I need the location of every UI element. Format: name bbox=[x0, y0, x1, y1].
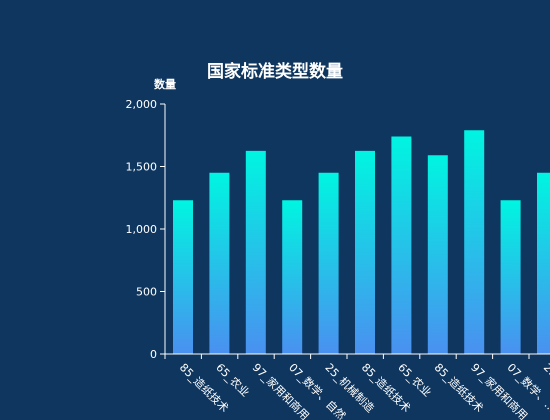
y-tick-label: 1,000 bbox=[126, 223, 158, 236]
bar[interactable] bbox=[427, 155, 448, 354]
bar[interactable] bbox=[537, 172, 550, 354]
bar[interactable] bbox=[173, 200, 193, 354]
x-axis: 85_造纸技术65_农业97_家用和商用…07_数学、自然…25_机械制造85_… bbox=[164, 353, 550, 420]
bar[interactable] bbox=[355, 150, 375, 354]
bar[interactable] bbox=[500, 200, 521, 354]
bar[interactable] bbox=[245, 150, 266, 354]
chart-title: 国家标准类型数量 bbox=[207, 61, 343, 82]
y-axis: 0 500 1,000 1,500 2,000 bbox=[126, 98, 166, 361]
y-tick-label: 2,000 bbox=[126, 98, 158, 111]
bar[interactable] bbox=[282, 200, 303, 354]
y-tick-label: 500 bbox=[136, 286, 157, 299]
y-tick-label: 1,500 bbox=[126, 161, 158, 174]
bar[interactable] bbox=[318, 172, 339, 354]
bar[interactable] bbox=[209, 172, 230, 354]
bars-group bbox=[173, 130, 550, 354]
y-axis-label: 数量 bbox=[154, 77, 176, 91]
bar[interactable] bbox=[464, 130, 485, 354]
y-tick-label: 0 bbox=[150, 348, 157, 361]
x-tick-label: 2… bbox=[541, 361, 550, 383]
bar[interactable] bbox=[391, 136, 412, 355]
